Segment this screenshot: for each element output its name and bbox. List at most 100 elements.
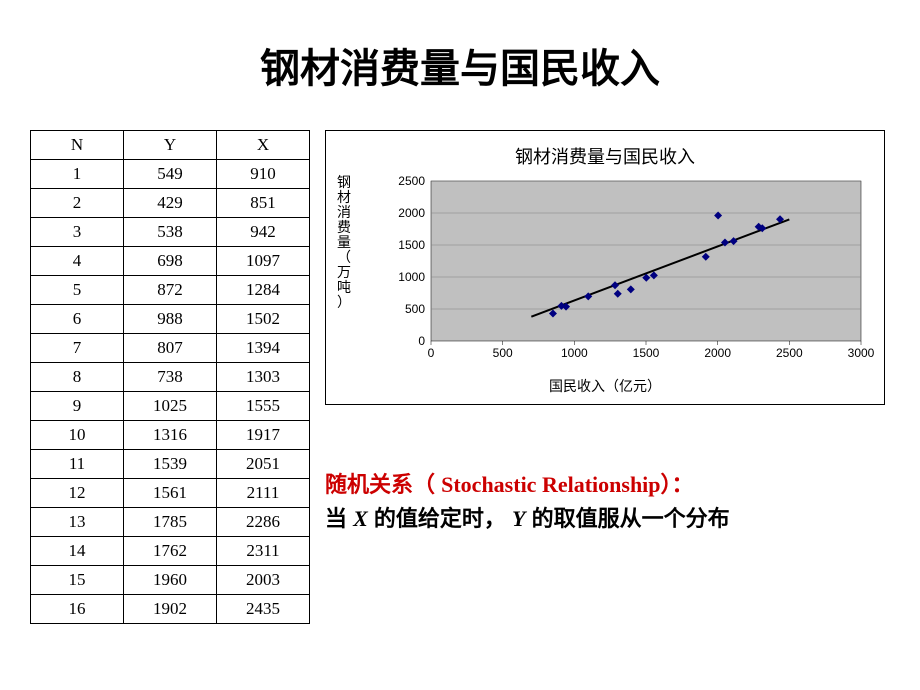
table-row: 1115392051 — [31, 450, 310, 479]
table-cell: 738 — [124, 363, 217, 392]
table-row: 1013161917 — [31, 421, 310, 450]
table-cell: 5 — [31, 276, 124, 305]
data-table: N Y X 1549910242985135389424698109758721… — [30, 130, 310, 624]
caption-l1-en: Stochastic Relationship — [441, 472, 660, 497]
data-table-wrap: N Y X 1549910242985135389424698109758721… — [30, 130, 310, 624]
ytick-label: 2500 — [398, 174, 425, 188]
table-row: 910251555 — [31, 392, 310, 421]
slide-root: 钢材消费量与国民收入 N Y X 15499102429851353894246… — [0, 0, 920, 690]
ylabel-char: 材 — [334, 191, 354, 206]
table-cell: 1902 — [124, 595, 217, 624]
xtick-label: 1000 — [561, 346, 588, 360]
ylabel-char: 消 — [334, 206, 354, 221]
xtick-label: 500 — [493, 346, 513, 360]
table-cell: 1284 — [217, 276, 310, 305]
table-row: 1549910 — [31, 160, 310, 189]
plot-bg — [431, 181, 861, 341]
caption-l1-pre: 随机关系（ — [325, 472, 441, 497]
table-cell: 16 — [31, 595, 124, 624]
table-cell: 1097 — [217, 247, 310, 276]
table-cell: 15 — [31, 566, 124, 595]
ylabel-char: 费 — [334, 221, 354, 236]
table-cell: 2311 — [217, 537, 310, 566]
table-cell: 7 — [31, 334, 124, 363]
chart-plot-area: 0500100015002000250005001000150020002500… — [366, 171, 876, 371]
table-cell: 12 — [31, 479, 124, 508]
ylabel-char: 量 — [334, 236, 354, 251]
page-title: 钢材消费量与国民收入 — [0, 36, 920, 94]
caption-l2-post: 的取值服从一个分布 — [526, 506, 730, 531]
table-cell: 1762 — [124, 537, 217, 566]
chart-ylabel: 钢材消费量（万吨） — [334, 176, 354, 311]
caption-l2-x: X — [353, 506, 368, 531]
table-cell: 1917 — [217, 421, 310, 450]
ytick-label: 1000 — [398, 270, 425, 284]
table-row: 2429851 — [31, 189, 310, 218]
table-row: 1619022435 — [31, 595, 310, 624]
caption-l1-post: ）： — [661, 472, 694, 497]
table-cell: 1555 — [217, 392, 310, 421]
table-cell: 1316 — [124, 421, 217, 450]
table-cell: 1785 — [124, 508, 217, 537]
ylabel-char: （ — [334, 251, 354, 266]
xtick-label: 1500 — [633, 346, 660, 360]
xtick-label: 2500 — [776, 346, 803, 360]
table-cell: 538 — [124, 218, 217, 247]
col-header-y: Y — [124, 131, 217, 160]
caption-l2-mid: 的值给定时， — [368, 506, 512, 531]
table-cell: 698 — [124, 247, 217, 276]
table-cell: 851 — [217, 189, 310, 218]
table-cell: 11 — [31, 450, 124, 479]
ylabel-char: ） — [334, 296, 354, 311]
table-cell: 2051 — [217, 450, 310, 479]
caption-line1: 随机关系（ Stochastic Relationship）： — [325, 468, 891, 502]
caption-line2: 当 X 的值给定时， Y 的取值服从一个分布 — [325, 502, 891, 536]
ytick-label: 2000 — [398, 206, 425, 220]
table-cell: 429 — [124, 189, 217, 218]
col-header-n: N — [31, 131, 124, 160]
table-cell: 807 — [124, 334, 217, 363]
table-cell: 2003 — [217, 566, 310, 595]
ytick-label: 0 — [418, 334, 425, 348]
table-row: 1215612111 — [31, 479, 310, 508]
table-row: 3538942 — [31, 218, 310, 247]
table-row: 46981097 — [31, 247, 310, 276]
table-cell: 872 — [124, 276, 217, 305]
table-cell: 9 — [31, 392, 124, 421]
table-row: 1417622311 — [31, 537, 310, 566]
table-cell: 13 — [31, 508, 124, 537]
table-cell: 2435 — [217, 595, 310, 624]
caption-block: 随机关系（ Stochastic Relationship）： 当 X 的值给定… — [325, 468, 891, 536]
ylabel-char: 吨 — [334, 281, 354, 296]
ylabel-char: 钢 — [334, 176, 354, 191]
table-cell: 2111 — [217, 479, 310, 508]
ytick-label: 1500 — [398, 238, 425, 252]
table-cell: 2 — [31, 189, 124, 218]
table-cell: 942 — [217, 218, 310, 247]
xtick-label: 2000 — [704, 346, 731, 360]
table-cell: 1303 — [217, 363, 310, 392]
table-cell: 1025 — [124, 392, 217, 421]
table-row: 78071394 — [31, 334, 310, 363]
table-cell: 1960 — [124, 566, 217, 595]
table-row: 69881502 — [31, 305, 310, 334]
table-cell: 988 — [124, 305, 217, 334]
ylabel-char: 万 — [334, 266, 354, 281]
chart-xlabel: 国民收入（亿元） — [326, 376, 884, 396]
table-cell: 1394 — [217, 334, 310, 363]
caption-l2-pre: 当 — [325, 506, 353, 531]
table-cell: 1539 — [124, 450, 217, 479]
xtick-label: 3000 — [848, 346, 875, 360]
table-cell: 10 — [31, 421, 124, 450]
chart-title: 钢材消费量与国民收入 — [326, 143, 884, 169]
table-cell: 1502 — [217, 305, 310, 334]
table-cell: 14 — [31, 537, 124, 566]
table-cell: 910 — [217, 160, 310, 189]
chart-frame: 钢材消费量与国民收入 钢材消费量（万吨） 0 500 1000 1500 2000 250… — [325, 130, 885, 405]
col-header-x: X — [217, 131, 310, 160]
table-cell: 1 — [31, 160, 124, 189]
table-row: 1317852286 — [31, 508, 310, 537]
table-row: 1519602003 — [31, 566, 310, 595]
table-row: 58721284 — [31, 276, 310, 305]
table-cell: 4 — [31, 247, 124, 276]
